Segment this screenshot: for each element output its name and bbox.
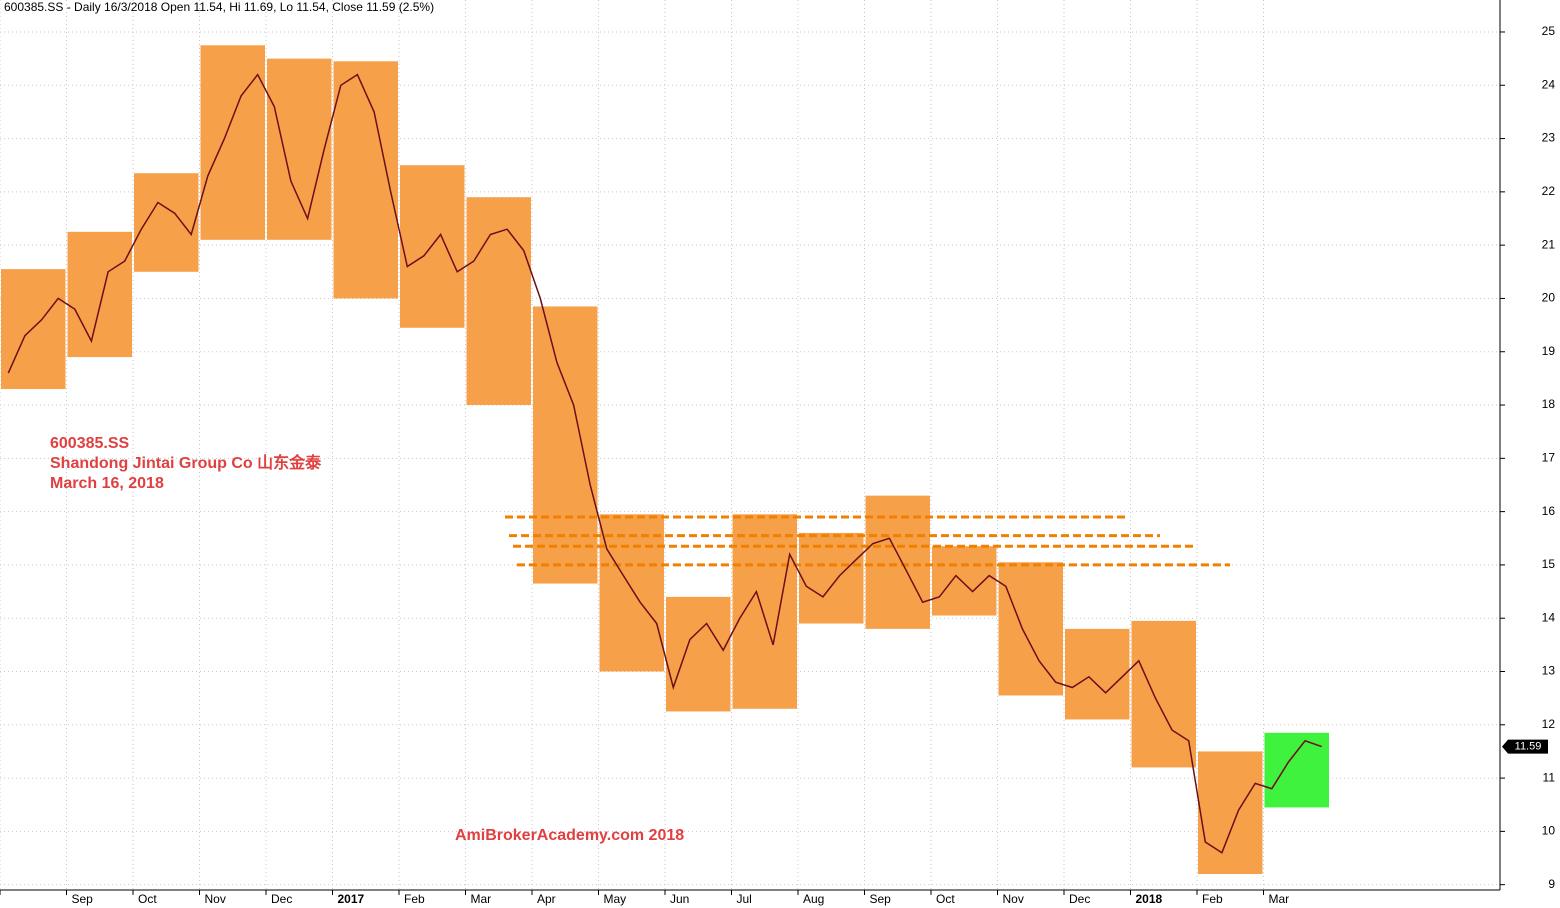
y-tick-label: 21 [1542,237,1556,251]
y-tick-label: 17 [1542,450,1556,464]
x-tick-label: Sep [72,892,94,906]
x-tick-label: Feb [1202,892,1223,906]
y-tick-label: 19 [1542,344,1556,358]
y-tick-label: 22 [1542,184,1556,198]
month-box [799,532,864,624]
x-tick-label: Jul [737,892,752,906]
y-tick-label: 24 [1542,77,1556,91]
month-box [400,165,465,328]
x-tick-label: Apr [537,892,556,906]
y-tick-label: 13 [1542,664,1556,678]
month-box [599,514,664,672]
x-tick-label: Mar [1269,892,1290,906]
month-box [1131,620,1196,768]
month-box [1065,628,1130,720]
month-box [67,231,132,358]
month-box [533,306,598,584]
x-tick-label: Nov [1003,892,1024,906]
y-tick-label: 14 [1542,610,1556,624]
month-box [998,562,1063,696]
month-box [333,61,398,299]
y-tick-label: 11 [1543,770,1556,784]
annotation: 600385.SS [50,435,130,452]
x-tick-label: Mar [471,892,492,906]
x-tick-label: Oct [936,892,955,906]
y-tick-label: 9 [1548,877,1555,891]
x-tick-label: Aug [803,892,824,906]
annotation: AmiBrokerAcademy.com 2018 [455,827,684,844]
x-tick-label: Dec [1069,892,1090,906]
x-tick-label: Sep [870,892,892,906]
y-tick-label: 23 [1542,131,1556,145]
month-box [134,173,199,272]
month-box [1,269,66,390]
chart-title: 600385.SS - Daily 16/3/2018 Open 11.54, … [4,0,434,14]
x-tick-label: May [604,892,627,906]
x-tick-label: Dec [271,892,292,906]
month-box [1264,732,1329,808]
y-tick-label: 12 [1542,717,1556,731]
y-tick-label: 20 [1542,291,1556,305]
price-line [7,73,1322,854]
x-tick-label: 2017 [338,892,365,906]
month-box [666,596,731,712]
y-tick-label: 25 [1542,24,1556,38]
x-tick-label: Nov [205,892,226,906]
month-box [932,546,997,616]
month-box [466,197,531,406]
month-box [1198,751,1263,875]
x-tick-label: Oct [138,892,157,906]
y-tick-label: 15 [1542,557,1556,571]
last-price-box [1502,739,1548,754]
annotation: Shandong Jintai Group Co 山东金泰 [50,453,322,472]
annotation: March 16, 2018 [50,475,164,492]
x-tick-label: 2018 [1136,892,1163,906]
x-tick-label: Feb [404,892,425,906]
month-box [732,514,797,709]
last-price-label: 11.59 [1515,741,1542,753]
y-tick-label: 16 [1542,504,1556,518]
y-tick-label: 18 [1542,397,1556,411]
x-tick-label: Jun [670,892,689,906]
month-box [267,58,332,240]
month-box [200,45,265,240]
y-tick-label: 10 [1542,824,1556,838]
